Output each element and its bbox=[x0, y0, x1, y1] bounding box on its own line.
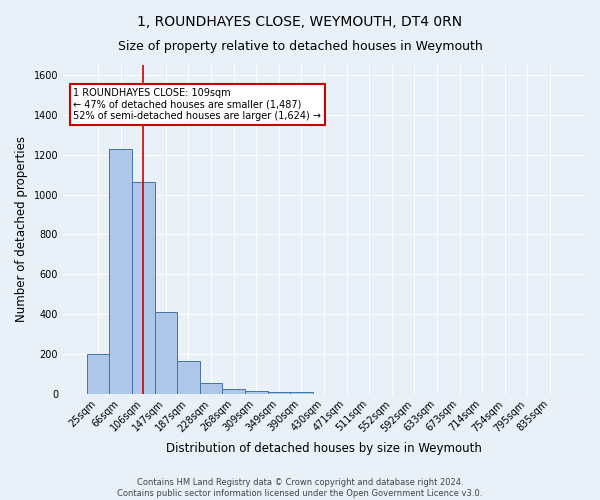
Text: 1 ROUNDHAYES CLOSE: 109sqm
← 47% of detached houses are smaller (1,487)
52% of s: 1 ROUNDHAYES CLOSE: 109sqm ← 47% of deta… bbox=[73, 88, 322, 121]
X-axis label: Distribution of detached houses by size in Weymouth: Distribution of detached houses by size … bbox=[166, 442, 482, 455]
Bar bbox=[177, 361, 200, 394]
Bar bbox=[245, 391, 268, 394]
Text: 1, ROUNDHAYES CLOSE, WEYMOUTH, DT4 0RN: 1, ROUNDHAYES CLOSE, WEYMOUTH, DT4 0RN bbox=[137, 15, 463, 29]
Text: Size of property relative to detached houses in Weymouth: Size of property relative to detached ho… bbox=[118, 40, 482, 53]
Text: Contains HM Land Registry data © Crown copyright and database right 2024.
Contai: Contains HM Land Registry data © Crown c… bbox=[118, 478, 482, 498]
Bar bbox=[290, 392, 313, 394]
Bar bbox=[132, 182, 155, 394]
Bar bbox=[223, 389, 245, 394]
Bar bbox=[87, 354, 109, 394]
Bar bbox=[109, 148, 132, 394]
Bar bbox=[200, 384, 223, 394]
Bar bbox=[155, 312, 177, 394]
Y-axis label: Number of detached properties: Number of detached properties bbox=[15, 136, 28, 322]
Bar bbox=[268, 392, 290, 394]
